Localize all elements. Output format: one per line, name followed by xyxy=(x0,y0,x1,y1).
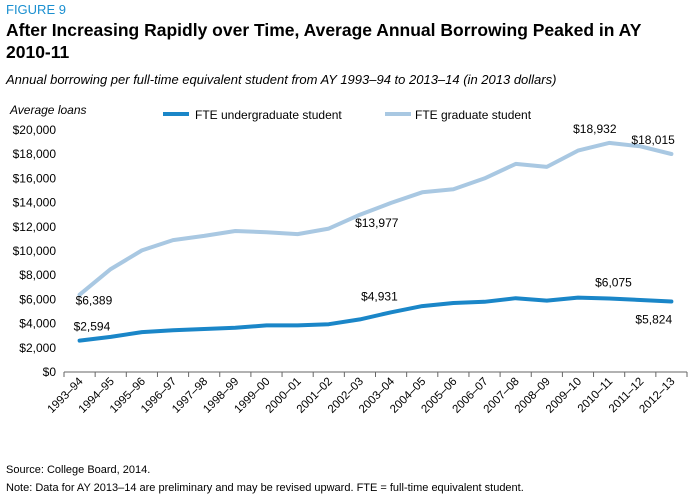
data-label: $2,594 xyxy=(74,320,111,334)
y-tick-label: $18,000 xyxy=(13,147,57,161)
data-label: $5,824 xyxy=(635,313,672,327)
y-tick-label: $10,000 xyxy=(13,244,57,258)
y-tick-label: $20,000 xyxy=(13,123,57,137)
data-label: $13,977 xyxy=(355,216,399,230)
data-label: $6,389 xyxy=(76,294,113,308)
y-tick-label: $6,000 xyxy=(19,292,56,306)
y-tick-label: $0 xyxy=(43,365,57,379)
series-line-undergrad xyxy=(77,295,674,343)
figure-label: FIGURE 9 xyxy=(6,2,66,17)
y-tick-label: $2,000 xyxy=(19,341,56,355)
y-tick-label: $14,000 xyxy=(13,196,57,210)
series-line-grad xyxy=(77,140,674,297)
series-lines xyxy=(77,140,674,343)
y-tick-label: $8,000 xyxy=(19,268,56,282)
x-axis: 1993–941994–951995–961996–971997–981998–… xyxy=(46,372,688,416)
source-note: Source: College Board, 2014. xyxy=(6,464,151,476)
legend-label-grad: FTE graduate student xyxy=(415,108,532,122)
legend: FTE undergraduate student FTE graduate s… xyxy=(163,108,532,122)
line-chart: Average loans FTE undergraduate student … xyxy=(9,103,688,416)
y-tick-label: $16,000 xyxy=(13,171,57,185)
y-tick-label: $12,000 xyxy=(13,220,57,234)
data-label: $18,015 xyxy=(631,133,675,147)
data-label: $6,075 xyxy=(595,275,632,289)
data-label: $4,931 xyxy=(361,289,398,303)
data-labels: $2,594 $4,931 $6,075 $5,824 $6,389 $13,977 $18… xyxy=(74,122,676,334)
y-axis: $0 $2,000 $4,000 $6,000 $8,000 $10,000 $12,000… xyxy=(13,123,57,379)
footnote: Note: Data for AY 2013–14 are preliminar… xyxy=(6,482,524,494)
y-axis-label: Average loans xyxy=(9,103,87,117)
chart-subtitle: Annual borrowing per full-time equivalen… xyxy=(6,72,557,87)
data-label: $18,932 xyxy=(573,122,617,136)
legend-label-undergrad: FTE undergraduate student xyxy=(195,108,342,122)
y-tick-label: $4,000 xyxy=(19,317,56,331)
chart-title: After Increasing Rapidly over Time, Aver… xyxy=(6,20,642,62)
